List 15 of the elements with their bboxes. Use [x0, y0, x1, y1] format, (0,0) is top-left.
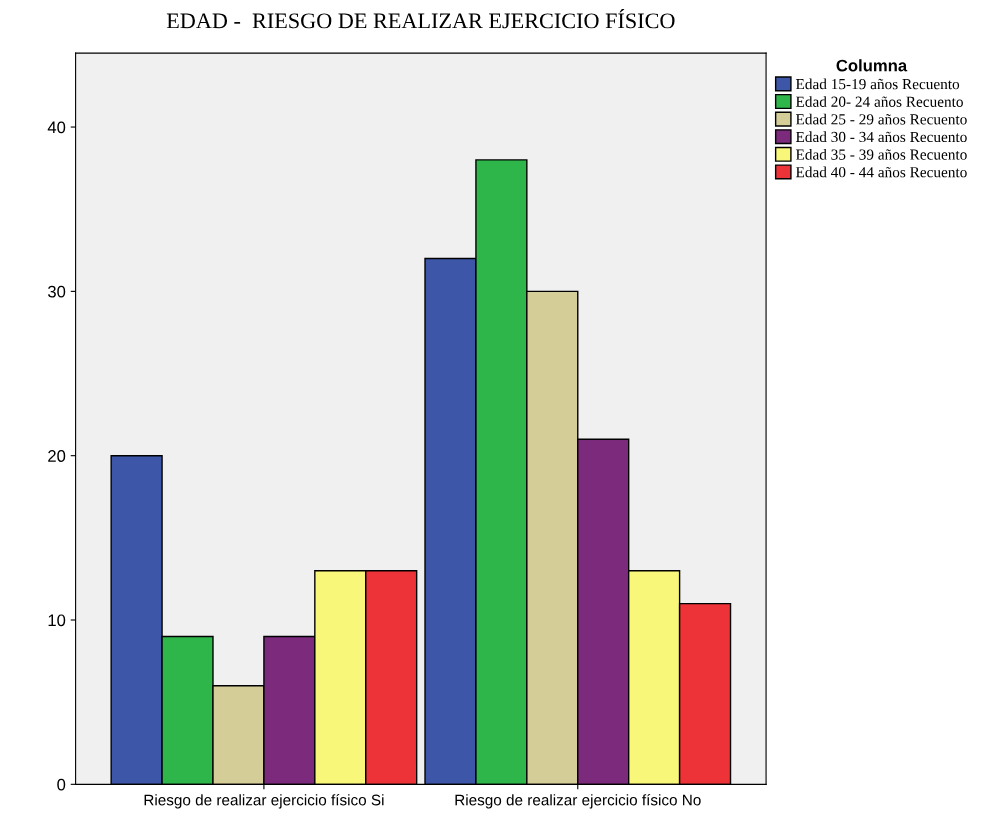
y-tick-label: 30 [47, 285, 66, 298]
y-tick-label: 40 [47, 121, 66, 134]
x-tick-label: Riesgo de realizar ejercicio físico No [455, 794, 701, 809]
y-tick-label: 20 [48, 450, 66, 462]
legend-label: Edad 15-19 años Recuento [795, 78, 960, 90]
chart-title: EDAD - RIESGO DE REALIZAR EJERCICIO FÍSICO [166, 9, 675, 29]
y-tick-label: 0 [57, 778, 66, 791]
legend-label: Edad 30 - 34 años Recuento [795, 131, 967, 143]
y-tick-label: 10 [48, 614, 66, 627]
legend-label: Edad 25 - 29 años Recuento [795, 113, 967, 125]
legend-label: Edad 35 - 39 años Recuento [795, 148, 967, 160]
legend-title: Columna [836, 59, 908, 72]
legend-label: Edad 20- 24 años Recuento [795, 96, 963, 107]
x-tick-label: Riesgo de realizar ejercicio físico Si [144, 794, 384, 809]
legend-label: Edad 40 - 44 años Recuento [795, 166, 967, 178]
